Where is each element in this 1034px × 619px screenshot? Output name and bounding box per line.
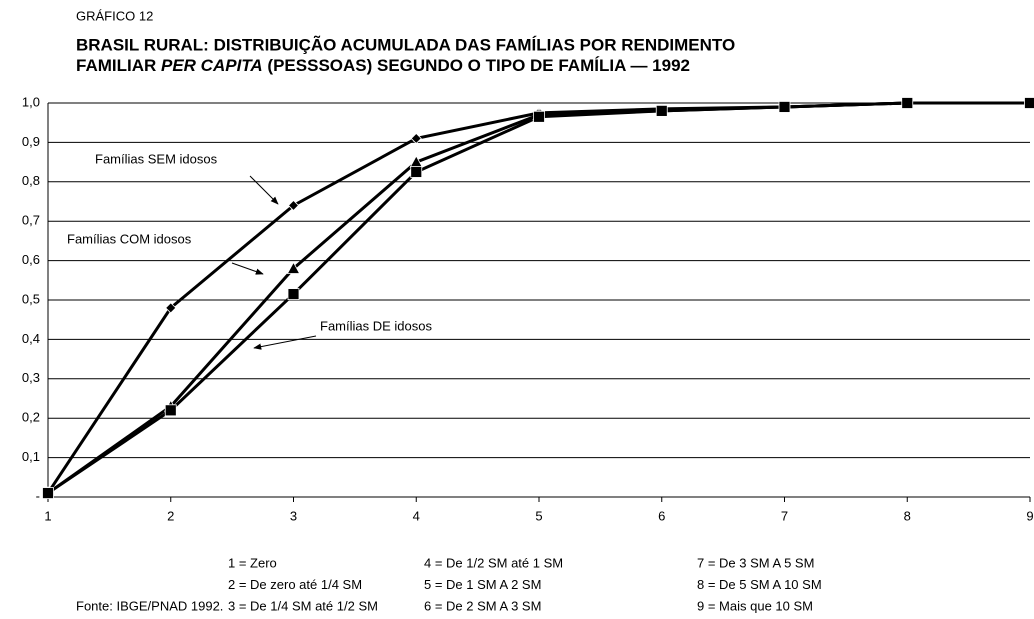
y-tick-label: 0,2 <box>22 410 40 425</box>
point <box>165 302 177 314</box>
y-tick-label: 0,4 <box>22 331 40 346</box>
y-tick-label: 0,3 <box>22 370 40 385</box>
y-tick-label: 0,6 <box>22 252 40 267</box>
y-tick-label: 0,7 <box>22 213 40 228</box>
point <box>901 97 914 109</box>
series-label: Famílias SEM idosos <box>95 151 218 166</box>
point <box>1024 97 1034 109</box>
annotation-arrow <box>231 262 264 275</box>
y-tick-label: 1,0 <box>22 94 40 109</box>
series-label: Famílias DE idosos <box>320 318 432 333</box>
x-tick-label: 3 <box>290 508 297 523</box>
y-tick-label: 0,5 <box>22 291 40 306</box>
chart-title: BRASIL RURAL: DISTRIBUIÇÃO ACUMULADA DAS… <box>76 34 735 54</box>
annotation-arrow <box>253 335 317 350</box>
x-legend-item: 3 = De 1/4 SM até 1/2 SM <box>228 598 378 613</box>
point <box>42 487 54 499</box>
point <box>410 132 422 145</box>
point <box>533 110 545 123</box>
y-tick-label: 0,8 <box>22 173 40 188</box>
point <box>410 166 423 178</box>
x-legend-item: 7 = De 3 SM A 5 SM <box>697 555 814 570</box>
y-tick-label: 0,9 <box>22 134 40 149</box>
point <box>286 261 301 274</box>
y-tick-label: 0,1 <box>22 449 40 464</box>
x-tick-label: 5 <box>535 508 542 523</box>
series-label: Famílias COM idosos <box>67 231 192 246</box>
y-tick-label: - <box>36 488 40 503</box>
x-legend-item: 1 = Zero <box>228 555 277 570</box>
point <box>655 104 668 117</box>
x-tick-label: 4 <box>413 508 420 523</box>
x-tick-label: 7 <box>781 508 788 523</box>
point <box>164 404 177 417</box>
x-tick-label: 2 <box>167 508 174 523</box>
point <box>287 199 300 212</box>
point <box>287 288 300 300</box>
x-legend-item: 8 = De 5 SM A 10 SM <box>697 577 822 592</box>
x-legend-item: 9 = Mais que 10 SM <box>697 598 813 613</box>
x-tick-label: 1 <box>44 508 51 523</box>
chart-title: FAMILIAR PER CAPITA (PESSSOAS) SEGUNDO O… <box>76 56 690 75</box>
x-legend-item: 6 = De 2 SM A 3 SM <box>424 598 541 613</box>
source: Fonte: IBGE/PNAD 1992. <box>76 598 223 613</box>
x-tick-label: 8 <box>904 508 911 523</box>
x-legend-item: 4 = De 1/2 SM até 1 SM <box>424 555 563 570</box>
point <box>778 101 791 113</box>
x-tick-label: 6 <box>658 508 665 523</box>
x-tick-label: 9 <box>1026 508 1033 523</box>
kicker: GRÁFICO 12 <box>76 8 153 23</box>
x-legend-item: 5 = De 1 SM A 2 SM <box>424 577 541 592</box>
x-legend-item: 2 = De zero até 1/4 SM <box>228 577 362 592</box>
annotation-arrow <box>249 175 279 205</box>
